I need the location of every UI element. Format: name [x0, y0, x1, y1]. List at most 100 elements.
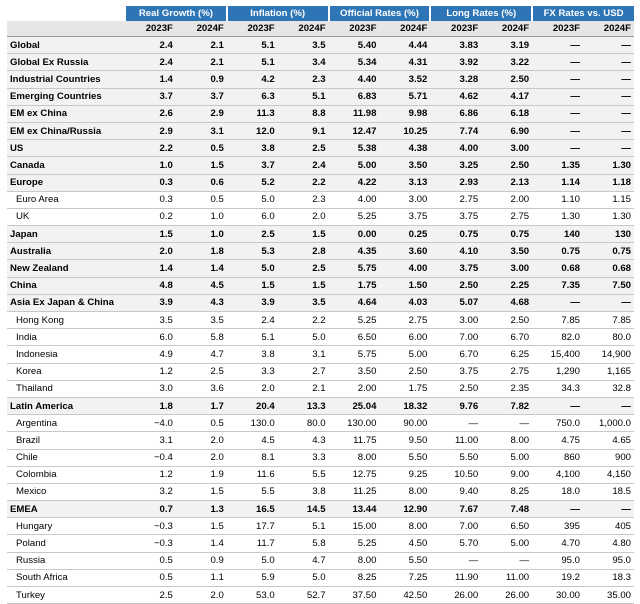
cell: 4.7 — [175, 345, 227, 364]
table-row: US 2.2 0.5 3.8 2.5 5.38 4.38 4.00 3.00— — — [7, 139, 634, 158]
cell: 2.0 — [226, 380, 278, 398]
cell: 18.32 — [379, 397, 431, 416]
cell: 8.00 — [379, 517, 431, 536]
table-row: Europe 0.3 0.6 5.2 2.2 4.22 3.13 2.93 2.13 1.14 1.… — [7, 174, 634, 192]
cell: 2.0 — [277, 208, 329, 227]
year-header: 2024F — [481, 21, 533, 37]
cell: 5.25 — [328, 534, 380, 553]
cell: 5.0 — [226, 552, 278, 570]
row-label: China — [7, 277, 125, 295]
cell: 18.5 — [583, 483, 634, 502]
cell: 2.50 — [379, 363, 431, 381]
cell: 5.1 — [277, 88, 329, 106]
cell: 2.2 — [125, 139, 176, 158]
cell: 1.0 — [175, 225, 227, 244]
cell: 10.50 — [430, 466, 482, 484]
year-header: 2023F — [430, 21, 482, 37]
row-label: US — [7, 139, 125, 158]
cell: 20.4 — [226, 397, 278, 416]
cell: 4.22 — [328, 174, 380, 192]
cell: 3.75 — [430, 363, 482, 381]
cell: 1.75 — [379, 380, 431, 398]
table-row: Colombia 1.2 1.9 11.6 5.5 12.75 9.25 10.50 9.00 4… — [7, 466, 634, 484]
cell: 3.75 — [430, 208, 482, 227]
cell: 0.5 — [125, 569, 176, 588]
cell: 3.9 — [125, 294, 176, 313]
cell: 8.25 — [481, 483, 533, 502]
cell: 2.5 — [175, 363, 227, 381]
cell: 1.1 — [175, 569, 227, 588]
cell: 2.4 — [277, 156, 329, 175]
cell: 2.1 — [175, 53, 227, 72]
cell: 7.85 — [532, 311, 584, 330]
cell: 11.98 — [328, 105, 380, 123]
cell: 5.50 — [430, 449, 482, 467]
cell: 12.47 — [328, 122, 380, 141]
row-label: Emerging Countries — [7, 88, 125, 106]
cell: — — [481, 414, 533, 433]
cell: 395 — [532, 517, 584, 536]
cell: 2.5 — [226, 225, 278, 244]
cell: 7.50 — [583, 277, 634, 295]
row-label: Thailand — [7, 380, 125, 398]
group-header: Real Growth (%) — [124, 6, 227, 21]
cell: 6.50 — [481, 517, 533, 536]
row-label: Europe — [7, 174, 125, 192]
cell: 3.28 — [430, 70, 482, 89]
cell: 7.48 — [481, 500, 533, 519]
cell: 1.0 — [175, 208, 227, 227]
cell: 3.7 — [226, 156, 278, 175]
cell: 1,000.0 — [583, 414, 634, 433]
table-row: Mexico 3.2 1.5 5.5 3.8 11.25 8.00 9.40 8.25 18.0 1… — [7, 483, 634, 502]
cell: 13.44 — [328, 500, 380, 519]
cell: 4,150 — [583, 466, 634, 484]
cell: 1.50 — [379, 277, 431, 295]
table-row: Brazil 3.1 2.0 4.5 4.3 11.75 9.50 11.00 8.00 4.75… — [7, 431, 634, 450]
cell: — — [532, 500, 584, 519]
cell: 3.3 — [277, 449, 329, 467]
cell: — — [532, 397, 584, 416]
cell: 3.4 — [277, 53, 329, 72]
cell: 0.2 — [125, 208, 176, 227]
cell: 1,165 — [583, 363, 634, 381]
cell: 0.5 — [175, 191, 227, 209]
table-row: South Africa 0.5 1.1 5.9 5.0 8.25 7.25 11.90 11.… — [7, 569, 634, 588]
year-header: 2023F — [226, 21, 278, 37]
cell: 42.50 — [379, 586, 431, 604]
cell: 7.82 — [481, 397, 533, 416]
cell: — — [583, 397, 634, 416]
table-row: Euro Area 0.3 0.5 5.0 2.3 4.00 3.00 2.75 2.00 1.1… — [7, 191, 634, 209]
cell: 3.60 — [379, 242, 431, 261]
cell: 8.00 — [379, 483, 431, 502]
cell: 4.03 — [379, 294, 431, 313]
cell: 1.14 — [532, 174, 584, 192]
cell: 17.7 — [226, 517, 278, 536]
cell: 2.9 — [175, 105, 227, 123]
cell: 1.30 — [583, 208, 634, 227]
cell: 130 — [583, 225, 634, 244]
year-header: 2023F — [125, 21, 176, 37]
cell: 2.6 — [125, 105, 176, 123]
cell: 3.75 — [379, 208, 431, 227]
group-header: Inflation (%) — [225, 6, 329, 21]
cell: 5.3 — [226, 242, 278, 261]
row-label: Hong Kong — [7, 311, 125, 330]
cell: 0.5 — [175, 139, 227, 158]
year-header: 2023F — [328, 21, 380, 37]
cell: — — [532, 70, 584, 89]
cell: 6.25 — [481, 345, 533, 364]
cell: 405 — [583, 517, 634, 536]
cell: 5.0 — [277, 569, 329, 588]
table-row: Indonesia 4.9 4.7 3.8 3.1 5.75 5.00 6.70 6.25 15,… — [7, 345, 634, 364]
cell: 95.0 — [583, 552, 634, 570]
table-row: China 4.8 4.5 1.5 1.5 1.75 1.50 2.50 2.25 7.35 7.5… — [7, 277, 634, 295]
year-header: 2024F — [583, 21, 634, 37]
cell: 3.52 — [379, 70, 431, 89]
cell: 3.50 — [481, 242, 533, 261]
cell: — — [583, 122, 634, 141]
cell: 2.13 — [481, 174, 533, 192]
cell: 3.50 — [379, 156, 431, 175]
cell: 0.5 — [175, 414, 227, 433]
cell: 2.0 — [125, 242, 176, 261]
cell: — — [430, 552, 482, 570]
